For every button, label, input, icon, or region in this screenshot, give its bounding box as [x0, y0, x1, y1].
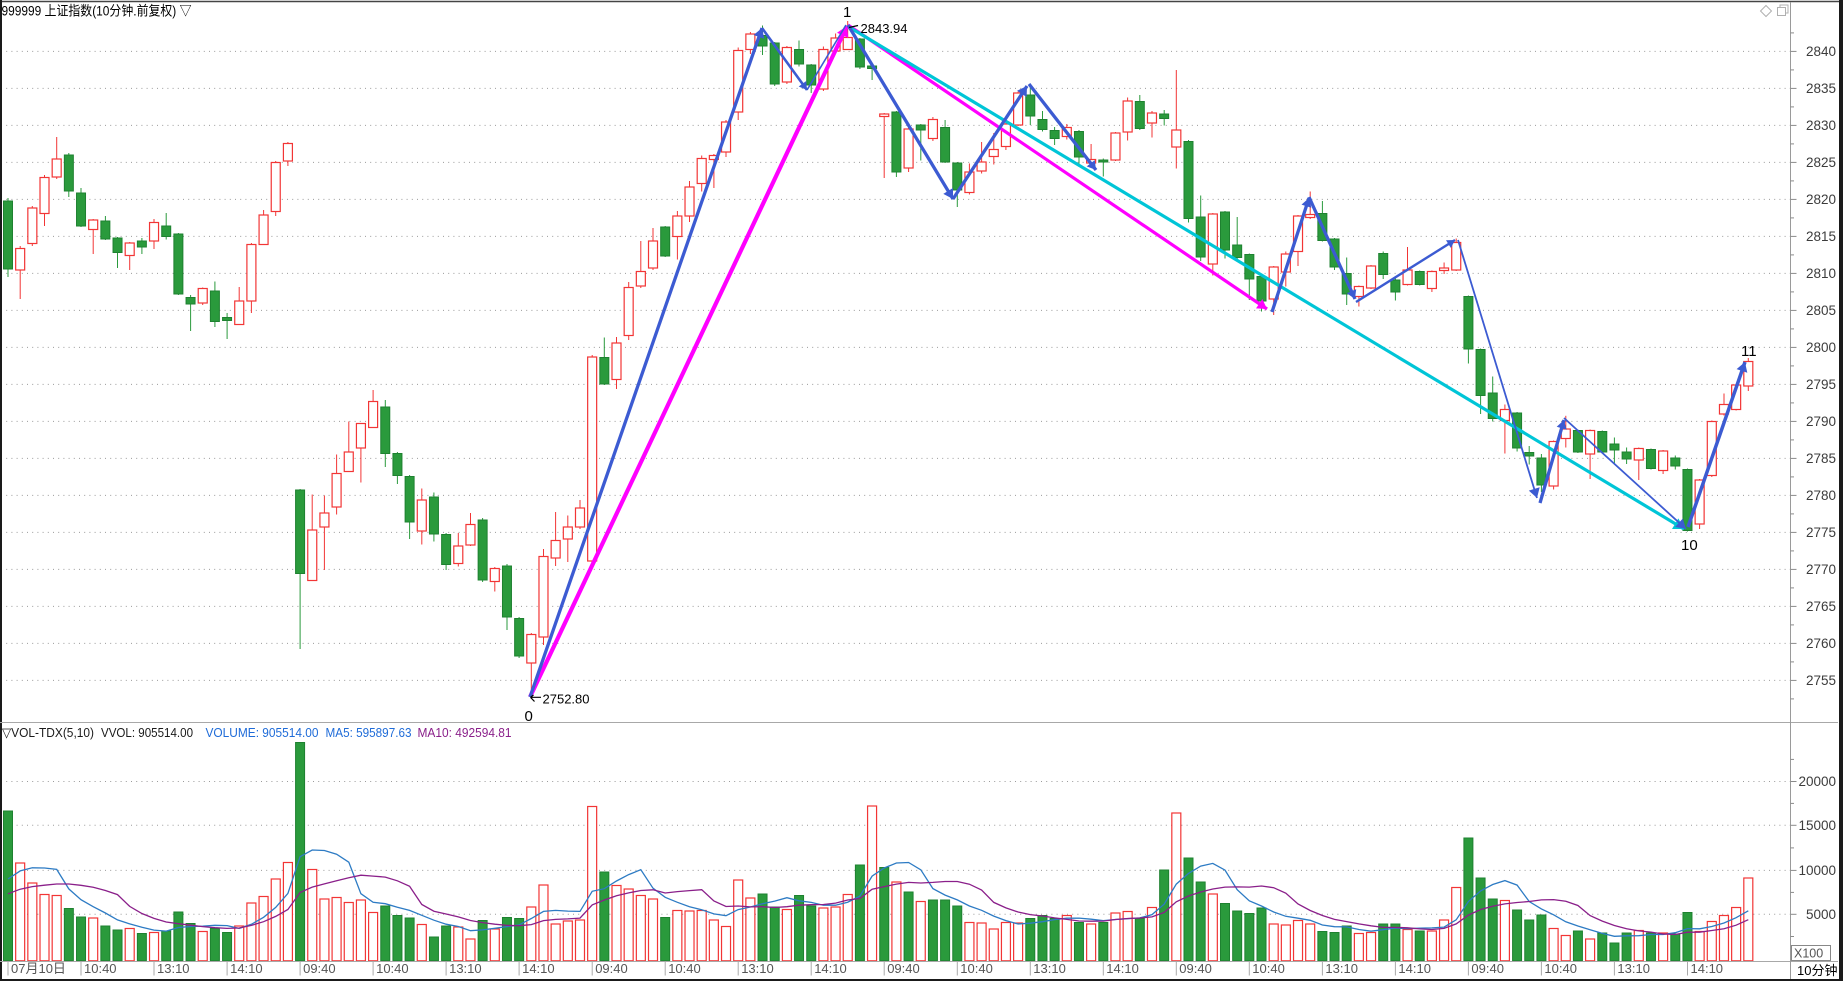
svg-text:11: 11 — [1741, 343, 1757, 360]
svg-text:14:10: 14:10 — [814, 961, 847, 976]
svg-text:MA10: 492594.81: MA10: 492594.81 — [418, 725, 512, 740]
svg-text:09:40: 09:40 — [595, 961, 628, 976]
svg-text:2755: 2755 — [1806, 673, 1836, 688]
svg-text:10:40: 10:40 — [960, 961, 993, 976]
svg-text:10: 10 — [1681, 537, 1698, 554]
svg-text:13:10: 13:10 — [449, 961, 482, 976]
svg-text:07月10日: 07月10日 — [11, 961, 66, 976]
svg-text:1: 1 — [843, 4, 851, 21]
svg-text:2800: 2800 — [1806, 340, 1836, 355]
svg-text:14:10: 14:10 — [1398, 961, 1431, 976]
svg-text:X100: X100 — [1794, 947, 1823, 961]
svg-text:5000: 5000 — [1806, 907, 1836, 922]
svg-text:10000: 10000 — [1798, 863, 1836, 878]
svg-text:2770: 2770 — [1806, 562, 1836, 577]
svg-text:14:10: 14:10 — [1106, 961, 1139, 976]
svg-text:2775: 2775 — [1806, 525, 1836, 540]
svg-text:2825: 2825 — [1806, 155, 1836, 170]
svg-text:09:40: 09:40 — [1179, 961, 1212, 976]
svg-text:2760: 2760 — [1806, 636, 1836, 651]
svg-text:14:10: 14:10 — [230, 961, 263, 976]
svg-text:10:40: 10:40 — [668, 961, 701, 976]
svg-text:2815: 2815 — [1806, 229, 1836, 244]
svg-text:10:40: 10:40 — [1544, 961, 1577, 976]
svg-text:999999 上证指数(10分钟.前复权) ▽: 999999 上证指数(10分钟.前复权) ▽ — [2, 3, 192, 19]
svg-text:2835: 2835 — [1806, 81, 1836, 96]
svg-text:13:10: 13:10 — [1033, 961, 1066, 976]
svg-text:09:40: 09:40 — [1471, 961, 1504, 976]
svg-text:2752.80: 2752.80 — [543, 692, 590, 707]
svg-text:2843.94: 2843.94 — [861, 21, 908, 36]
svg-text:20000: 20000 — [1798, 774, 1836, 789]
svg-text:14:10: 14:10 — [522, 961, 555, 976]
svg-text:2765: 2765 — [1806, 599, 1836, 614]
svg-text:VOLUME: 905514.00: VOLUME: 905514.00 — [206, 725, 319, 740]
svg-text:10:40: 10:40 — [84, 961, 117, 976]
svg-text:13:10: 13:10 — [741, 961, 774, 976]
svg-text:09:40: 09:40 — [887, 961, 920, 976]
svg-text:2820: 2820 — [1806, 192, 1836, 207]
svg-text:0: 0 — [525, 708, 533, 725]
svg-text:2780: 2780 — [1806, 488, 1836, 503]
svg-text:10分钟: 10分钟 — [1797, 963, 1837, 978]
svg-text:10:40: 10:40 — [376, 961, 409, 976]
svg-text:2785: 2785 — [1806, 451, 1836, 466]
svg-text:15000: 15000 — [1798, 818, 1836, 833]
svg-text:13:10: 13:10 — [1325, 961, 1358, 976]
svg-text:MA5: 595897.63: MA5: 595897.63 — [326, 725, 412, 740]
svg-text:2810: 2810 — [1806, 266, 1836, 281]
svg-text:13:10: 13:10 — [1617, 961, 1650, 976]
svg-text:VVOL: 905514.00: VVOL: 905514.00 — [101, 725, 193, 740]
svg-text:2795: 2795 — [1806, 377, 1836, 392]
svg-text:09:40: 09:40 — [303, 961, 336, 976]
svg-text:2805: 2805 — [1806, 303, 1836, 318]
svg-text:10:40: 10:40 — [1252, 961, 1285, 976]
svg-text:▽VOL-TDX(5,10): ▽VOL-TDX(5,10) — [2, 725, 94, 740]
svg-text:2840: 2840 — [1806, 44, 1836, 59]
svg-text:2830: 2830 — [1806, 118, 1836, 133]
svg-text:13:10: 13:10 — [157, 961, 190, 976]
svg-text:14:10: 14:10 — [1691, 961, 1724, 976]
svg-text:2790: 2790 — [1806, 414, 1836, 429]
